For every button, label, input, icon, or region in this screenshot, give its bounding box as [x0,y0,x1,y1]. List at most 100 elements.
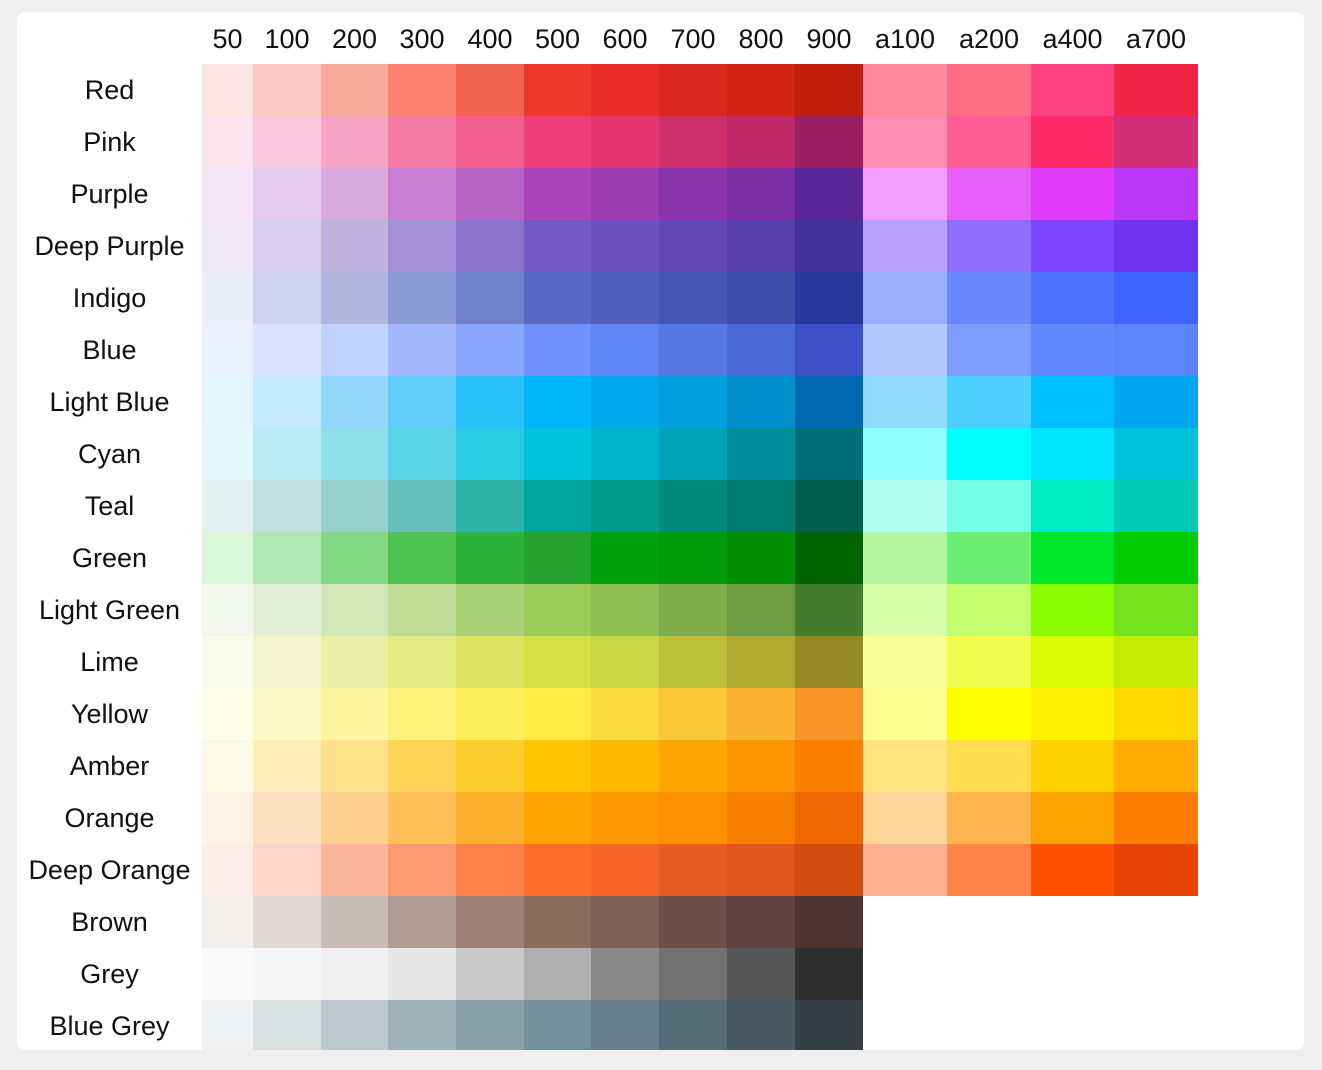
swatch-light-green-600 [591,584,659,636]
swatch-red-700 [659,64,727,116]
swatch-red-a400 [1031,64,1114,116]
swatch-lime-600 [591,636,659,688]
swatch-light-green-400 [456,584,524,636]
swatch-orange-a200 [947,792,1031,844]
swatch-amber-500 [524,740,591,792]
swatch-lime-a400 [1031,636,1114,688]
swatch-light-green-a200 [947,584,1031,636]
row-label-indigo: Indigo [72,283,147,313]
swatch-pink-300 [388,116,456,168]
swatch-deep-purple-100 [253,220,321,272]
swatch-light-green-900 [795,584,863,636]
swatch-red-a700 [1114,64,1198,116]
swatch-light-blue-50 [202,376,253,428]
swatch-pink-a100 [863,116,947,168]
swatch-green-a100 [863,532,947,584]
swatch-blue-grey-600 [591,1000,659,1050]
swatch-brown-200 [321,896,388,948]
swatch-light-green-100 [253,584,321,636]
swatch-cyan-a100 [863,428,947,480]
swatch-blue-a400 [1031,324,1114,376]
row-label-grey: Grey [80,959,139,989]
row-label-brown: Brown [71,907,148,937]
swatch-amber-a200 [947,740,1031,792]
swatch-green-800 [727,532,795,584]
swatch-pink-600 [591,116,659,168]
swatch-teal-a400 [1031,480,1114,532]
swatch-teal-900 [795,480,863,532]
swatch-purple-500 [524,168,591,220]
swatch-orange-400 [456,792,524,844]
swatch-light-blue-300 [388,376,456,428]
row-label-orange: Orange [64,803,155,833]
color-palette-grid: 50 100 200 300 400 500 600 700 800 900 a100 a200 a40… [17,12,1304,1050]
swatch-pink-200 [321,116,388,168]
swatch-orange-a100 [863,792,947,844]
row-label-teal: Teal [84,491,135,521]
swatch-deep-orange-a400 [1031,844,1114,896]
swatch-light-blue-a200 [947,376,1031,428]
swatch-lime-800 [727,636,795,688]
swatch-indigo-500 [524,272,591,324]
swatch-indigo-100 [253,272,321,324]
swatch-yellow-50 [202,688,253,740]
row-label-amber: Amber [69,751,150,781]
swatch-deep-orange-600 [591,844,659,896]
swatch-indigo-800 [727,272,795,324]
swatch-cyan-a700 [1114,428,1198,480]
column-header-500: 500 [534,24,581,54]
swatch-brown-600 [591,896,659,948]
swatch-purple-50 [202,168,253,220]
swatch-grey-100 [253,948,321,1000]
row-label-blue: Blue [82,335,137,365]
swatch-yellow-500 [524,688,591,740]
swatch-green-400 [456,532,524,584]
swatch-brown-800 [727,896,795,948]
swatch-lime-900 [795,636,863,688]
swatch-grey-500 [524,948,591,1000]
row-label-light-green: Light Green [38,595,181,625]
swatch-deep-orange-500 [524,844,591,896]
swatch-yellow-800 [727,688,795,740]
swatch-red-500 [524,64,591,116]
swatch-deep-purple-a100 [863,220,947,272]
swatch-blue-700 [659,324,727,376]
swatch-orange-700 [659,792,727,844]
swatch-deep-orange-700 [659,844,727,896]
swatch-pink-800 [727,116,795,168]
swatch-yellow-400 [456,688,524,740]
swatch-blue-100 [253,324,321,376]
swatch-lime-700 [659,636,727,688]
swatch-teal-700 [659,480,727,532]
swatch-orange-900 [795,792,863,844]
row-label-yellow: Yellow [70,699,149,729]
swatch-green-500 [524,532,591,584]
swatch-lime-400 [456,636,524,688]
swatch-purple-200 [321,168,388,220]
swatch-light-blue-a700 [1114,376,1198,428]
swatch-grey-800 [727,948,795,1000]
swatch-light-blue-700 [659,376,727,428]
swatch-deep-purple-50 [202,220,253,272]
swatch-blue-grey-100 [253,1000,321,1050]
swatch-teal-800 [727,480,795,532]
swatch-purple-a100 [863,168,947,220]
swatch-cyan-800 [727,428,795,480]
swatch-green-900 [795,532,863,584]
swatch-yellow-700 [659,688,727,740]
swatch-deep-orange-a200 [947,844,1031,896]
swatch-teal-100 [253,480,321,532]
swatch-brown-700 [659,896,727,948]
row-label-red: Red [84,75,135,105]
swatch-amber-600 [591,740,659,792]
swatch-indigo-a200 [947,272,1031,324]
swatch-light-green-50 [202,584,253,636]
swatch-cyan-50 [202,428,253,480]
swatch-amber-200 [321,740,388,792]
swatch-light-green-700 [659,584,727,636]
swatch-amber-400 [456,740,524,792]
swatch-purple-a700 [1114,168,1198,220]
swatch-pink-900 [795,116,863,168]
swatch-amber-a700 [1114,740,1198,792]
swatch-grey-900 [795,948,863,1000]
